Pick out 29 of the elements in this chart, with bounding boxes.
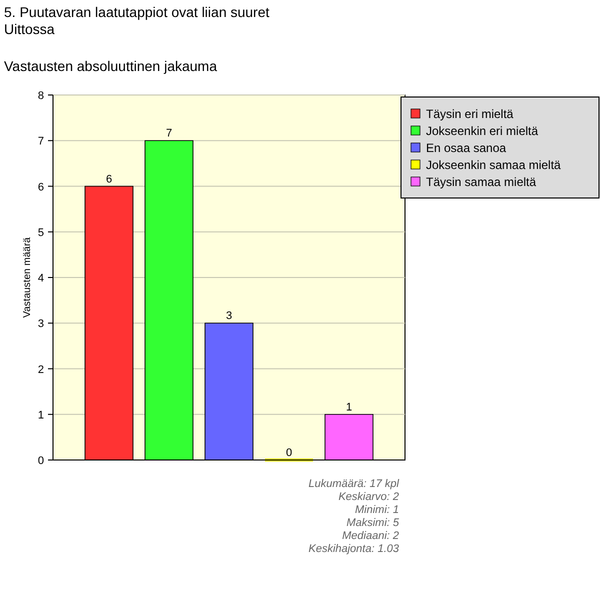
y-tick-label: 2 (38, 364, 44, 376)
y-tick-label: 6 (38, 181, 44, 194)
data-label: 7 (166, 128, 172, 140)
text: Vastausten absoluuttinen jakauma (4, 58, 218, 74)
data-label: 0 (286, 447, 292, 459)
legend-label: En osaa sanoa (426, 141, 506, 155)
y-axis-title: Vastausten määrä (22, 236, 33, 318)
text: Mediaani: 2 (342, 530, 399, 542)
y-tick-label: 0 (38, 455, 44, 467)
chart-subtitle: Uittossa (4, 21, 55, 37)
data-label: 3 (226, 310, 232, 322)
text: Keskiarvo: 2 (338, 491, 399, 503)
y-tick-label: 3 (38, 318, 44, 330)
data-label: 1 (346, 401, 352, 414)
y-tick-label: 4 (38, 272, 44, 284)
legend-label: Täysin eri mieltä (426, 107, 514, 121)
y-tick-label: 7 (38, 136, 44, 148)
y-tick-label: 1 (38, 409, 44, 422)
legend-label: Täysin samaa mieltä (426, 175, 536, 189)
text: Minimi: 1 (354, 504, 399, 516)
text: Maksimi: 5 (346, 517, 400, 529)
y-tick-label: 5 (38, 226, 44, 239)
legend-label: Jokseenkin eri mieltä (426, 124, 538, 138)
chart-title: 5. Puutavaran laatutappiot ovat liian suuret (4, 4, 270, 20)
text: Keskihajonta: 1.03 (308, 543, 400, 555)
legend-label: Jokseenkin samaa mieltä (426, 158, 562, 172)
y-tick-label: 8 (38, 90, 44, 102)
text: Lukumäärä: 17 kpl (308, 478, 400, 490)
data-label: 6 (106, 173, 112, 186)
